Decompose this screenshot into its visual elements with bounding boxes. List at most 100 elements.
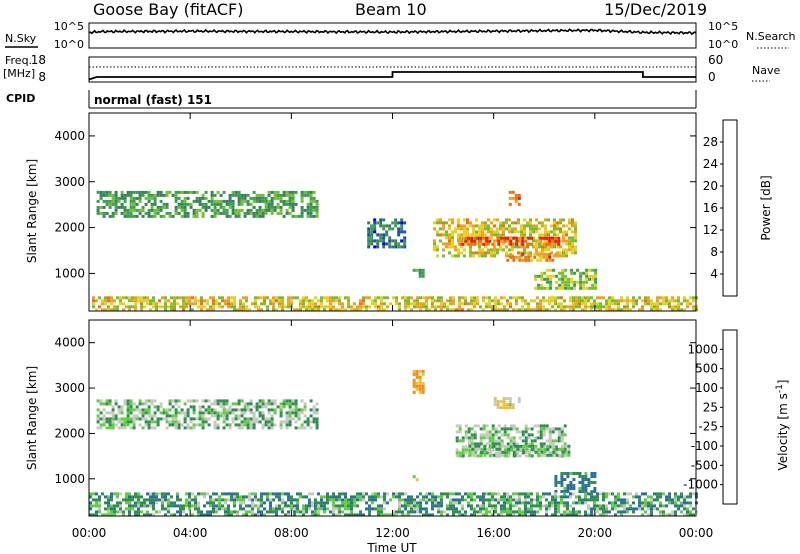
- velocity-cell: [539, 504, 542, 508]
- power-cell: [338, 302, 341, 306]
- velocity-cell: [215, 504, 218, 508]
- velocity-cell: [503, 451, 507, 455]
- power-cell: [108, 214, 112, 218]
- velocity-cell: [222, 402, 226, 406]
- power-cell: [558, 283, 562, 287]
- velocity-cell: [279, 405, 283, 409]
- velocity-cell: [419, 504, 422, 508]
- power-cell: [464, 296, 467, 300]
- velocity-cell: [674, 510, 677, 514]
- velocity-cell: [524, 513, 527, 517]
- power-cell: [270, 208, 274, 212]
- velocity-cell: [110, 510, 113, 514]
- power-cell: [92, 302, 95, 306]
- power-cell: [182, 305, 185, 309]
- power-cell: [332, 296, 335, 300]
- velocity-cell: [477, 444, 481, 448]
- velocity-cell: [458, 492, 461, 496]
- velocity-cell: [267, 399, 271, 403]
- velocity-cell: [395, 510, 398, 514]
- velocity-cell: [659, 504, 662, 508]
- velocity-cell: [554, 492, 557, 496]
- velocity-cell: [494, 430, 498, 434]
- power-cell: [242, 296, 245, 300]
- velocity-cell: [437, 504, 440, 508]
- power-cell: [254, 296, 257, 300]
- velocity-cell: [524, 454, 528, 458]
- power-cell: [258, 211, 262, 215]
- power-cell: [442, 221, 445, 225]
- velocity-cell: [153, 405, 157, 409]
- power-cell: [564, 277, 568, 281]
- power-cell: [303, 193, 307, 197]
- velocity-cell: [473, 454, 477, 458]
- power-cell: [433, 239, 436, 243]
- velocity-cell: [524, 430, 528, 434]
- power-cell: [282, 190, 286, 194]
- velocity-cell: [189, 426, 193, 430]
- power-cell: [511, 245, 514, 249]
- velocity-cell: [197, 501, 200, 505]
- power-cell: [449, 296, 452, 300]
- velocity-cell: [431, 507, 434, 511]
- power-cell: [656, 296, 659, 300]
- velocity-cell: [507, 447, 511, 451]
- power-cell: [302, 305, 305, 309]
- velocity-cell: [165, 414, 169, 418]
- power-cell: [312, 214, 316, 218]
- power-cell: [470, 242, 474, 246]
- velocity-cell: [419, 501, 422, 505]
- velocity-cell: [560, 513, 563, 517]
- power-cell: [153, 196, 157, 200]
- power-cell: [608, 299, 611, 303]
- power-cell: [216, 208, 220, 212]
- velocity-cell: [494, 492, 497, 496]
- velocity-cell: [502, 400, 506, 404]
- velocity-cell: [527, 507, 530, 511]
- power-cell: [104, 302, 107, 306]
- power-cell: [445, 236, 448, 240]
- power-cell: [527, 236, 531, 240]
- power-cell: [215, 302, 218, 306]
- velocity-cell: [189, 417, 193, 421]
- power-cell: [111, 202, 115, 206]
- velocity-cell: [323, 501, 326, 505]
- velocity-cell: [128, 495, 131, 499]
- power-cell: [177, 211, 181, 215]
- power-cell: [305, 299, 308, 303]
- power-cell: [230, 305, 233, 309]
- power-cell: [306, 214, 310, 218]
- velocity-cell: [530, 498, 533, 502]
- velocity-cell: [341, 501, 344, 505]
- power-cell: [469, 221, 472, 225]
- cpid-panel: CPID normal (fast) 151: [6, 90, 697, 109]
- power-cell: [491, 299, 494, 303]
- velocity-cell: [269, 492, 272, 496]
- velocity-cell: [107, 498, 110, 502]
- power-cell: [147, 196, 151, 200]
- power-cell: [553, 230, 556, 234]
- power-cell: [267, 208, 271, 212]
- velocity-cell: [647, 504, 650, 508]
- velocity-cell: [279, 423, 283, 427]
- velocity-cell: [308, 504, 311, 508]
- power-cell: [490, 236, 493, 240]
- velocity-cell: [239, 507, 242, 511]
- velocity-cell: [641, 507, 644, 511]
- velocity-cell: [92, 492, 95, 496]
- velocity-cell: [260, 510, 263, 514]
- velocity-cell: [509, 439, 513, 443]
- power-cell: [549, 286, 553, 290]
- power-cell: [204, 202, 208, 206]
- power-cell: [96, 211, 100, 215]
- power-cell: [557, 305, 560, 309]
- velocity-cell: [234, 408, 238, 412]
- velocity-cell: [560, 478, 564, 481]
- velocity-cell: [650, 507, 653, 511]
- power-cell: [668, 299, 671, 303]
- velocity-cell: [122, 513, 125, 517]
- power-cell: [470, 296, 473, 300]
- power-cell: [311, 299, 314, 303]
- power-cell: [192, 214, 196, 218]
- velocity-cell: [137, 510, 140, 514]
